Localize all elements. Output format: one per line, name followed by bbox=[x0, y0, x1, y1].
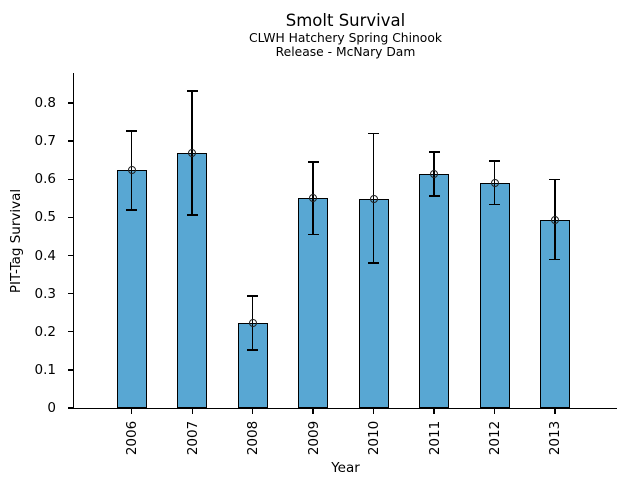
x-tick-label-2008: 2008 bbox=[245, 420, 262, 456]
y-axis-tick bbox=[67, 254, 73, 257]
y-axis-label: PIT-Tag Survival bbox=[8, 188, 24, 294]
x-axis-spine bbox=[72, 408, 617, 410]
chart-subtitle-line-2: Release - McNary Dam bbox=[275, 45, 416, 59]
bar-2012 bbox=[479, 182, 510, 408]
point-marker-2007 bbox=[188, 149, 197, 158]
x-axis-tick bbox=[433, 409, 435, 415]
bar-2011 bbox=[419, 173, 450, 408]
error-cap-top-2009 bbox=[307, 161, 319, 163]
y-axis-tick bbox=[67, 140, 73, 142]
y-axis-tick-label: 0.1 bbox=[34, 361, 56, 378]
bar-2007 bbox=[177, 153, 208, 408]
x-axis-tick bbox=[312, 409, 314, 415]
point-marker-2010 bbox=[369, 195, 378, 204]
error-cap-bottom-2013 bbox=[549, 258, 561, 261]
x-tick-label-2010: 2010 bbox=[366, 420, 383, 456]
x-tick-label-2013: 2013 bbox=[547, 420, 564, 456]
x-tick-label-2011: 2011 bbox=[426, 420, 443, 456]
x-axis-label: Year bbox=[331, 460, 360, 476]
y-axis-tick-label: 0.2 bbox=[34, 323, 56, 340]
y-axis-tick-label: 0.5 bbox=[34, 209, 56, 226]
error-cap-bottom-2010 bbox=[368, 261, 380, 264]
error-cap-top-2010 bbox=[368, 132, 380, 135]
x-tick-label-2006: 2006 bbox=[124, 420, 141, 456]
chart-subtitle-line-1: CLWH Hatchery Spring Chinook bbox=[249, 31, 442, 45]
y-axis-tick-label: 0.6 bbox=[34, 171, 56, 188]
chart-title: Smolt Survival bbox=[285, 11, 406, 30]
error-cap-bottom-2007 bbox=[186, 213, 198, 216]
y-axis-tick bbox=[67, 407, 73, 409]
point-marker-2006 bbox=[127, 166, 136, 175]
y-axis-tick bbox=[67, 369, 73, 371]
x-axis-tick bbox=[191, 409, 193, 415]
y-axis-spine bbox=[72, 73, 74, 410]
x-tick-label-2012: 2012 bbox=[487, 420, 504, 456]
error-cap-top-2011 bbox=[428, 151, 440, 153]
error-cap-bottom-2012 bbox=[489, 203, 501, 206]
point-marker-2013 bbox=[550, 216, 559, 225]
y-axis-tick bbox=[67, 102, 73, 104]
y-axis-tick-label: 0 bbox=[47, 400, 56, 416]
point-marker-2011 bbox=[430, 169, 439, 178]
error-cap-top-2008 bbox=[247, 295, 259, 298]
y-axis-tick-label: 0.4 bbox=[34, 247, 56, 264]
x-axis-tick bbox=[493, 409, 496, 415]
error-cap-bottom-2009 bbox=[307, 233, 319, 236]
y-axis-tick bbox=[67, 216, 73, 219]
point-marker-2008 bbox=[248, 319, 257, 328]
x-tick-label-2009: 2009 bbox=[305, 420, 322, 456]
error-cap-bottom-2011 bbox=[428, 195, 440, 197]
error-cap-top-2012 bbox=[489, 160, 501, 162]
y-axis-tick-label: 0.8 bbox=[34, 95, 56, 111]
y-axis-tick-label: 0.3 bbox=[34, 285, 56, 302]
x-axis-tick bbox=[554, 409, 556, 415]
x-axis-tick bbox=[131, 409, 133, 415]
y-axis-tick-label: 0.7 bbox=[34, 133, 56, 150]
error-cap-top-2007 bbox=[186, 90, 198, 92]
point-marker-2012 bbox=[490, 178, 499, 187]
error-cap-top-2013 bbox=[549, 178, 561, 181]
error-cap-bottom-2006 bbox=[126, 208, 138, 211]
y-axis-tick bbox=[67, 292, 73, 295]
y-axis-tick bbox=[67, 331, 73, 333]
point-marker-2009 bbox=[309, 193, 318, 202]
error-cap-bottom-2008 bbox=[247, 349, 259, 351]
x-axis-tick bbox=[251, 409, 254, 415]
y-axis-tick bbox=[67, 178, 73, 180]
x-axis-tick bbox=[372, 409, 375, 415]
error-cap-top-2006 bbox=[126, 130, 138, 132]
x-tick-label-2007: 2007 bbox=[184, 420, 201, 456]
